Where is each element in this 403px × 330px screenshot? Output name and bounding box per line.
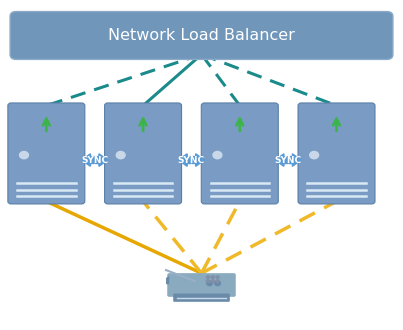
Circle shape — [310, 151, 318, 159]
FancyBboxPatch shape — [10, 12, 393, 59]
FancyBboxPatch shape — [104, 103, 181, 204]
Text: SYNC: SYNC — [178, 155, 205, 165]
Text: SYNC: SYNC — [81, 155, 108, 165]
Circle shape — [211, 280, 214, 282]
Circle shape — [20, 151, 28, 159]
FancyBboxPatch shape — [202, 103, 278, 204]
FancyArrow shape — [179, 154, 191, 166]
Circle shape — [116, 151, 125, 159]
Circle shape — [213, 151, 222, 159]
Circle shape — [206, 276, 210, 279]
FancyArrow shape — [192, 154, 204, 166]
Text: SYNC: SYNC — [274, 155, 302, 165]
FancyArrow shape — [289, 154, 301, 166]
FancyBboxPatch shape — [8, 103, 85, 204]
FancyBboxPatch shape — [298, 103, 375, 204]
Circle shape — [211, 276, 214, 279]
Circle shape — [207, 281, 212, 285]
FancyArrow shape — [275, 154, 288, 166]
Circle shape — [216, 276, 219, 279]
Circle shape — [206, 280, 210, 282]
FancyArrow shape — [95, 154, 108, 166]
Polygon shape — [166, 276, 169, 284]
Text: Network Load Balancer: Network Load Balancer — [108, 28, 295, 43]
FancyBboxPatch shape — [173, 294, 230, 302]
FancyBboxPatch shape — [167, 273, 236, 297]
FancyArrow shape — [81, 154, 94, 166]
Circle shape — [216, 280, 219, 282]
Circle shape — [215, 281, 220, 285]
